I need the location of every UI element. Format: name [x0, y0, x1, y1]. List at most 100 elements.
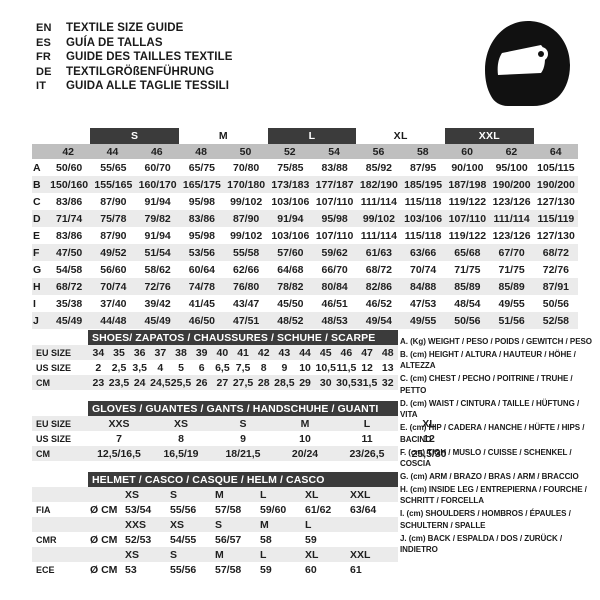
shoes-size-cell: 47 [361, 346, 373, 359]
shoes-size-cell: 38 [175, 346, 187, 359]
title-language-code: DE [36, 65, 52, 78]
measurement-cell: 127/130 [536, 195, 575, 208]
measurement-cell: 48/53 [321, 314, 348, 327]
helmet-unit-spacer [88, 549, 125, 561]
helmet-size-cell: 55/56 [170, 563, 197, 576]
shoes-row-label: EU SIZE [36, 347, 72, 358]
measurement-cell: 41/45 [188, 297, 216, 310]
shoes-size-cell: 7,5 [235, 361, 251, 374]
measurement-cell: 83/86 [55, 229, 83, 242]
measurement-cell: 103/106 [404, 212, 443, 225]
measurement-cell: 76/80 [232, 280, 260, 293]
shoes-size-cell: 23 [92, 376, 105, 389]
measurement-cell: 48/52 [277, 314, 304, 327]
helmet-table-body: XS S M L XL XXL FIA Ø CM 53/54 55/56 57/58 59/60 61/… [32, 487, 398, 577]
measurement-cell: 95/98 [188, 195, 216, 208]
measurement-cell: 53/56 [188, 246, 216, 259]
measurement-cell: 85/89 [498, 280, 525, 293]
helmet-unit-label: Ø CM [90, 533, 118, 546]
helmet-size-label: L [260, 548, 267, 561]
table-row: B 150/160 155/165 160/170 165/175 170/180 173/… [32, 176, 578, 193]
helmet-size-label: S [215, 518, 223, 531]
measurement-cell: 64/68 [277, 263, 304, 276]
shoes-size-cell: 29 [299, 376, 311, 389]
measurement-cell: 103/106 [271, 229, 310, 242]
measurement-cell: 74/78 [188, 280, 216, 293]
helmet-size-labels: XS S M L XL XXL [88, 489, 398, 501]
table-row: J 45/49 44/48 45/49 46/50 47/51 48/52 48/53 49/5… [32, 312, 578, 329]
measurement-cell: 48/54 [454, 297, 481, 310]
size-band [46, 128, 91, 144]
measurement-cell: 91/94 [277, 212, 304, 225]
size-number-row: 42 44 46 48 50 52 54 56 58 60 62 64 [32, 144, 578, 159]
shoes-size-cell: 27 [216, 376, 229, 389]
helmet-icon [478, 18, 578, 114]
helmet-size-cell: 54/55 [170, 533, 197, 546]
measurement-row-label: F [33, 246, 40, 259]
gloves-size-cell: 20/24 [291, 447, 319, 460]
shoes-size-cell: 28 [257, 376, 270, 389]
measurement-row-label: G [33, 263, 42, 276]
measurement-cell: 50/56 [454, 314, 481, 327]
measurement-cell: 51/54 [144, 246, 171, 259]
shoes-table-header: SHOES/ ZAPATOS / CHAUSSURES / SCHUHE / S… [88, 330, 398, 345]
measurement-cell: 111/114 [360, 229, 397, 242]
title-text: TEXTILGRÖßENFÜHRUNG [66, 65, 215, 78]
shoes-row-values: 23 23,5 24 24,5 25,5 26 27 27,5 28 28,5 29 30 30,5 31… [88, 377, 398, 389]
measurement-cell: 95/100 [495, 161, 528, 174]
helmet-standard-label: CMR [36, 534, 57, 545]
helmet-size-cell: 59/60 [260, 503, 287, 516]
measurement-row-label: D [33, 212, 41, 225]
size-number: 48 [195, 145, 207, 158]
measurement-cell: 55/65 [100, 161, 127, 174]
gloves-row-values: 7 8 9 10 11 12 [88, 432, 435, 445]
helmet-size-header-row: XXS XS S M L [32, 517, 398, 532]
helmet-size-header-row: XS S M L XL XXL [32, 547, 398, 562]
measurement-cell: 165/175 [182, 178, 221, 191]
helmet-size-cell [350, 534, 395, 546]
helmet-size-cell: 61 [350, 563, 362, 576]
measurement-cell: 55/58 [232, 246, 260, 259]
measurement-cell: 68/72 [55, 280, 83, 293]
measurement-cell: 67/70 [498, 246, 525, 259]
band-spacer [32, 128, 46, 144]
main-table-body: A 50/60 55/65 60/70 65/75 70/80 75/85 83/88 85/9… [32, 159, 578, 329]
helmet-size-label: XS [170, 518, 185, 531]
size-number: 56 [372, 145, 385, 158]
measurement-cell: 54/58 [55, 263, 83, 276]
measurement-cell: 72/76 [542, 263, 570, 276]
helmet-value-cells: Ø CM 52/53 54/55 56/57 58 59 [88, 534, 398, 546]
measurement-cell: 190/200 [492, 178, 531, 191]
helmet-size-cell: 63/64 [350, 503, 377, 516]
size-number: 54 [328, 145, 340, 158]
shoes-size-cell: 27,5 [232, 376, 254, 389]
gloves-size-cell: L [363, 417, 371, 430]
shoes-size-cell: 12 [361, 361, 373, 374]
shoes-size-cell: 43 [278, 346, 291, 359]
measurement-cell: 47/50 [55, 246, 83, 259]
measurement-cell: 35/38 [55, 297, 83, 310]
measurement-cell: 78/82 [277, 280, 304, 293]
gloves-row-label: CM [36, 448, 50, 459]
measurement-cell: 87/91 [542, 280, 570, 293]
title-language-code: FR [36, 51, 52, 63]
shoes-size-cell: 23,5 [108, 376, 130, 389]
size-band-m: M [179, 128, 268, 144]
measurement-cell: 177/187 [315, 178, 354, 191]
gloves-row-label: EU SIZE [36, 418, 72, 429]
measurement-cell: 83/88 [321, 161, 348, 174]
helmet-size-cell: 60 [305, 563, 317, 576]
measurement-row-label: B [33, 178, 41, 191]
gloves-row-cm: CM 12,5/16,5 16,5/19 18/21,5 20/24 23/26,5 25… [32, 446, 447, 461]
number-row-spacer [32, 144, 46, 159]
gloves-row-values: XXS XS S M L XL [88, 417, 435, 430]
helmet-value-cells: Ø CM 53/54 55/56 57/58 59/60 61/62 63/64 [88, 504, 398, 516]
gloves-size-cell: M [300, 417, 310, 430]
shoes-size-cell: 3,5 [132, 361, 147, 374]
helmet-size-cell: 59 [305, 533, 317, 546]
measurement-cell: 105/115 [537, 161, 575, 174]
table-row: I 35/38 37/40 39/42 41/45 43/47 45/50 46/51 46/5… [32, 295, 578, 312]
gloves-size-cell: 7 [116, 432, 122, 445]
measurement-cell: 58/62 [144, 263, 171, 276]
helmet-unit-label: Ø CM [90, 563, 118, 576]
